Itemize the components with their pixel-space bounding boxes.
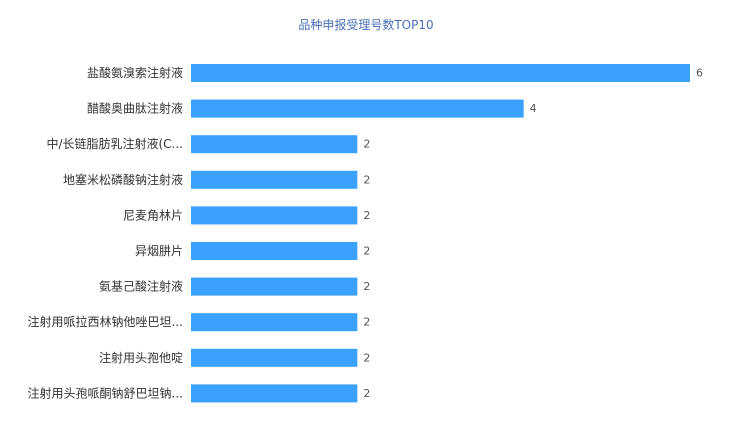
category-label: 尼麦角林片	[123, 208, 183, 222]
bar[interactable]	[191, 99, 524, 118]
category-label: 注射用头孢哌酮钠舒巴坦钠...	[28, 385, 183, 400]
bar[interactable]	[191, 64, 690, 82]
bar[interactable]	[191, 242, 358, 260]
bar[interactable]	[191, 170, 358, 189]
value-label: 2	[363, 138, 370, 151]
value-label: 2	[363, 316, 370, 329]
value-label: 6	[696, 67, 703, 80]
bar[interactable]	[191, 384, 358, 403]
category-label: 注射用哌拉西林钠他唑巴坦...	[28, 314, 183, 329]
bar[interactable]	[191, 348, 358, 367]
chart-title: 品种申报受理号数TOP10	[298, 18, 434, 32]
bars-layer	[191, 64, 690, 403]
value-label: 2	[363, 173, 370, 186]
category-label: 中/长链脂肪乳注射液(C...	[46, 136, 183, 151]
bar[interactable]	[191, 135, 358, 154]
category-label: 地塞米松磷酸钠注射液	[63, 172, 183, 187]
category-label: 注射用头孢他啶	[99, 350, 183, 365]
value-label: 2	[363, 245, 370, 258]
value-label: 2	[363, 209, 370, 222]
bar[interactable]	[191, 277, 358, 296]
value-label: 2	[363, 387, 370, 400]
category-label: 异烟肼片	[135, 243, 183, 258]
category-label: 盐酸氨溴索注射液	[87, 65, 183, 80]
value-label: 2	[363, 280, 370, 293]
bar[interactable]	[191, 206, 358, 225]
bar[interactable]	[191, 313, 358, 332]
value-labels: 6 4 2 2 2 2 2 2 2 2	[363, 67, 703, 400]
value-label: 4	[530, 102, 537, 115]
category-label: 醋酸奥曲肽注射液	[87, 101, 183, 116]
category-label: 氨基己酸注射液	[99, 279, 183, 294]
value-label: 2	[363, 351, 370, 364]
